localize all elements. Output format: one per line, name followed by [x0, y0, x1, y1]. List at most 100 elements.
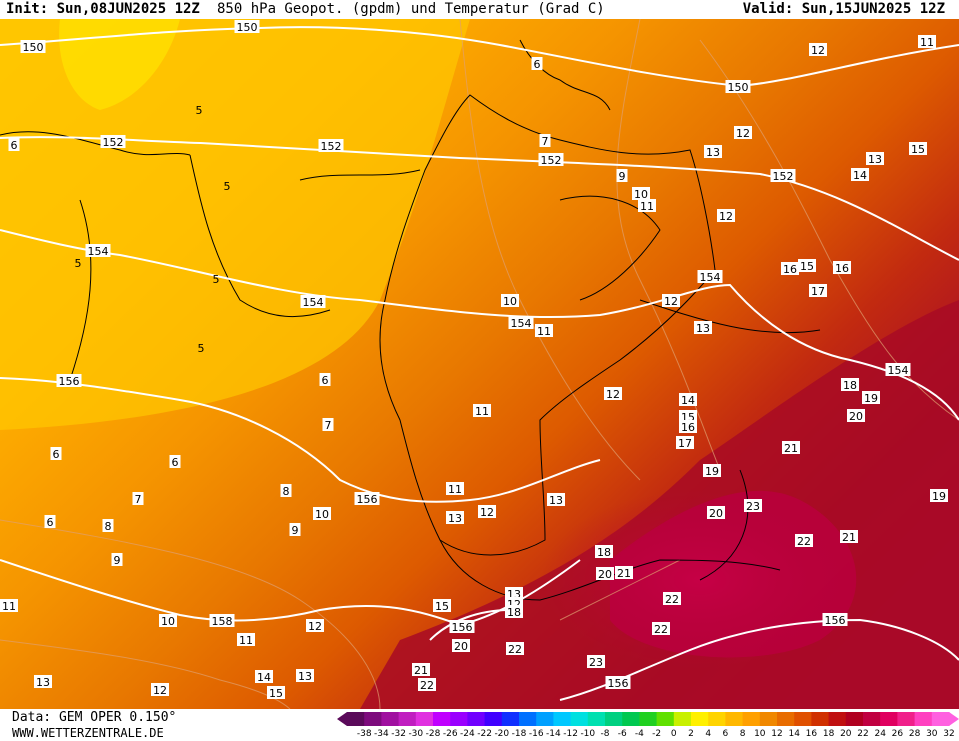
- svg-text:156: 156: [59, 375, 80, 388]
- svg-text:22: 22: [508, 643, 522, 656]
- colorbar-cell: [863, 712, 881, 726]
- svg-text:150: 150: [728, 81, 749, 94]
- svg-text:22: 22: [654, 623, 668, 636]
- colorbar-tick: -14: [546, 729, 561, 739]
- svg-text:10: 10: [503, 295, 517, 308]
- geopotential-label: 156: [605, 676, 631, 690]
- temperature-label: 11: [446, 482, 464, 496]
- colorbar: -38 -34 -32 -30 -28 -26 -24 -22 -20 -18 -16 -14 -12-…: [337, 712, 959, 739]
- svg-text:13: 13: [549, 494, 563, 507]
- colorbar-cell: [536, 712, 554, 726]
- geopotential-label: 152: [538, 153, 564, 167]
- svg-text:14: 14: [681, 394, 695, 407]
- temperature-label: 12: [809, 43, 827, 57]
- colorbar-cell: [845, 712, 864, 726]
- colorbar-cell: [742, 712, 761, 726]
- geopotential-label: 154: [885, 363, 911, 377]
- geopotential-label: 154: [697, 270, 723, 284]
- temperature-label: 6: [50, 447, 62, 461]
- temperature-label: 21: [782, 441, 800, 455]
- geopotential-label: 150: [234, 20, 260, 34]
- temperature-label: 20: [847, 409, 865, 423]
- svg-text:12: 12: [811, 44, 825, 57]
- temperature-label: 11: [535, 324, 553, 338]
- colorbar-tick: -20: [494, 729, 509, 739]
- temperature-label: 11: [918, 35, 936, 49]
- svg-text:20: 20: [709, 507, 723, 520]
- temperature-label: 19: [930, 489, 948, 503]
- svg-text:17: 17: [678, 437, 692, 450]
- temperature-label: 16: [833, 261, 851, 275]
- colorbar-cell: [691, 712, 709, 726]
- temperature-label: 22: [506, 642, 524, 656]
- svg-text:13: 13: [706, 146, 720, 159]
- colorbar-cell: [794, 712, 812, 726]
- temperature-label: 7: [132, 492, 144, 506]
- svg-text:152: 152: [103, 136, 124, 149]
- colorbar-tick: 2: [688, 729, 694, 739]
- svg-text:6: 6: [172, 456, 179, 469]
- svg-text:15: 15: [800, 260, 814, 273]
- colorbar-cell: [656, 712, 675, 726]
- temperature-label: 6: [531, 57, 543, 71]
- cool-core: [59, 19, 180, 110]
- temperature-label: 19: [703, 464, 721, 478]
- temperature-label: 17: [809, 284, 827, 298]
- colorbar-cell: [433, 712, 451, 726]
- temperature-label: 21: [840, 530, 858, 544]
- svg-text:16: 16: [835, 262, 849, 275]
- svg-text:13: 13: [868, 153, 882, 166]
- colorbar-tick: -18: [512, 729, 527, 739]
- temperature-label: 20: [707, 506, 725, 520]
- temperature-label: 12: [662, 294, 680, 308]
- geopotential-label: 154: [300, 295, 326, 309]
- colorbar-tick: 30: [926, 729, 938, 739]
- geopotential-label: 158: [209, 614, 235, 628]
- svg-text:18: 18: [597, 546, 611, 559]
- colorbar-cell: [467, 712, 486, 726]
- svg-text:6: 6: [53, 448, 60, 461]
- temperature-label: 9: [616, 169, 628, 183]
- colorbar-tick: 22: [857, 729, 868, 739]
- temperature-label: 11: [0, 599, 18, 613]
- colorbar-tick: -16: [529, 729, 544, 739]
- temperature-label: 15: [909, 142, 927, 156]
- temperature-label: 9: [111, 553, 123, 567]
- temperature-label: 13: [704, 145, 722, 159]
- svg-text:15: 15: [435, 600, 449, 613]
- svg-text:12: 12: [736, 127, 750, 140]
- temperature-label: 15: [267, 686, 285, 700]
- colorbar-cell: [587, 712, 606, 726]
- colorbar-cell: [914, 712, 933, 726]
- svg-text:22: 22: [420, 679, 434, 692]
- svg-text:21: 21: [842, 531, 856, 544]
- temperature-label: 13: [446, 511, 464, 525]
- svg-text:12: 12: [606, 388, 620, 401]
- colorbar-tick: 26: [892, 729, 904, 739]
- svg-text:11: 11: [537, 325, 551, 338]
- svg-text:6: 6: [11, 139, 18, 152]
- svg-text:152: 152: [541, 154, 562, 167]
- svg-text:8: 8: [283, 485, 290, 498]
- contour-label: 5: [75, 257, 82, 270]
- svg-text:23: 23: [746, 500, 760, 513]
- svg-text:11: 11: [239, 634, 253, 647]
- temperature-label: 23: [744, 499, 762, 513]
- svg-text:12: 12: [308, 620, 322, 633]
- temperature-label: 15: [798, 259, 816, 273]
- temperature-label: 9: [289, 523, 301, 537]
- svg-text:154: 154: [88, 245, 109, 258]
- colorbar-cell: [639, 712, 658, 726]
- temperature-label: 6: [44, 515, 56, 529]
- svg-text:11: 11: [448, 483, 462, 496]
- colorbar-tick: 18: [823, 729, 835, 739]
- temperature-label: 13: [547, 493, 565, 507]
- svg-text:15: 15: [911, 143, 925, 156]
- svg-text:11: 11: [475, 405, 489, 418]
- svg-text:10: 10: [315, 508, 329, 521]
- contour-label: 5: [196, 104, 203, 117]
- svg-text:22: 22: [797, 535, 811, 548]
- temperature-label: 11: [473, 404, 491, 418]
- temperature-isolines: [0, 19, 959, 709]
